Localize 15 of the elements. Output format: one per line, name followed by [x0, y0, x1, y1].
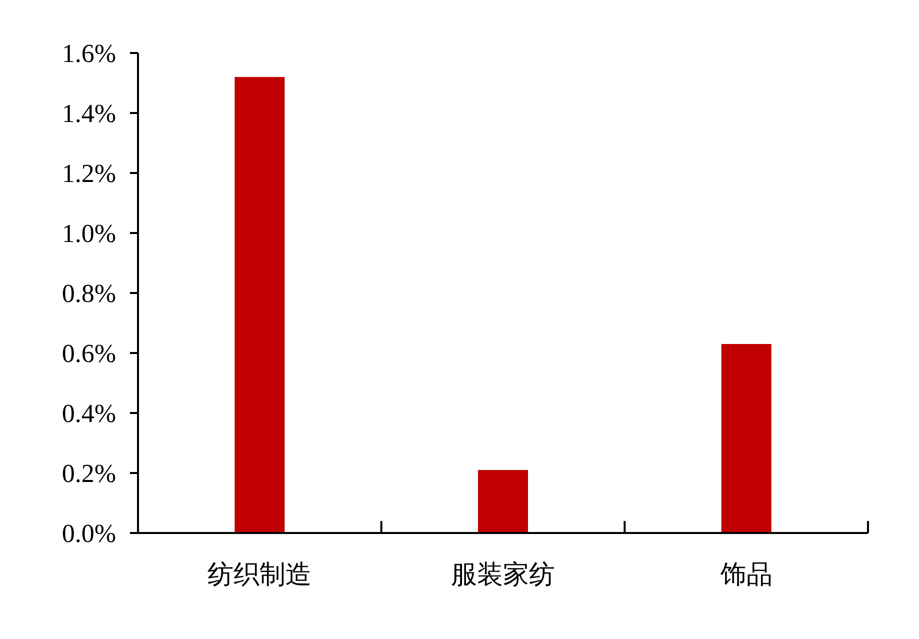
y-tick-label: 0.6%: [62, 339, 116, 368]
bar: [721, 344, 772, 533]
y-tick-label: 0.4%: [62, 399, 116, 428]
y-tick-label: 1.6%: [62, 39, 116, 68]
y-tick-label: 1.4%: [62, 99, 116, 128]
bar: [234, 77, 285, 533]
y-tick-label: 0.2%: [62, 459, 116, 488]
y-tick-label: 1.2%: [62, 159, 116, 188]
x-tick-label: 服装家纺: [451, 560, 555, 589]
x-tick-label: 饰品: [719, 560, 772, 589]
x-tick-label: 纺织制造: [208, 560, 312, 589]
y-tick-label: 0.0%: [62, 519, 116, 548]
bar: [478, 470, 528, 533]
y-tick-label: 1.0%: [62, 219, 116, 248]
y-tick-label: 0.8%: [62, 279, 116, 308]
